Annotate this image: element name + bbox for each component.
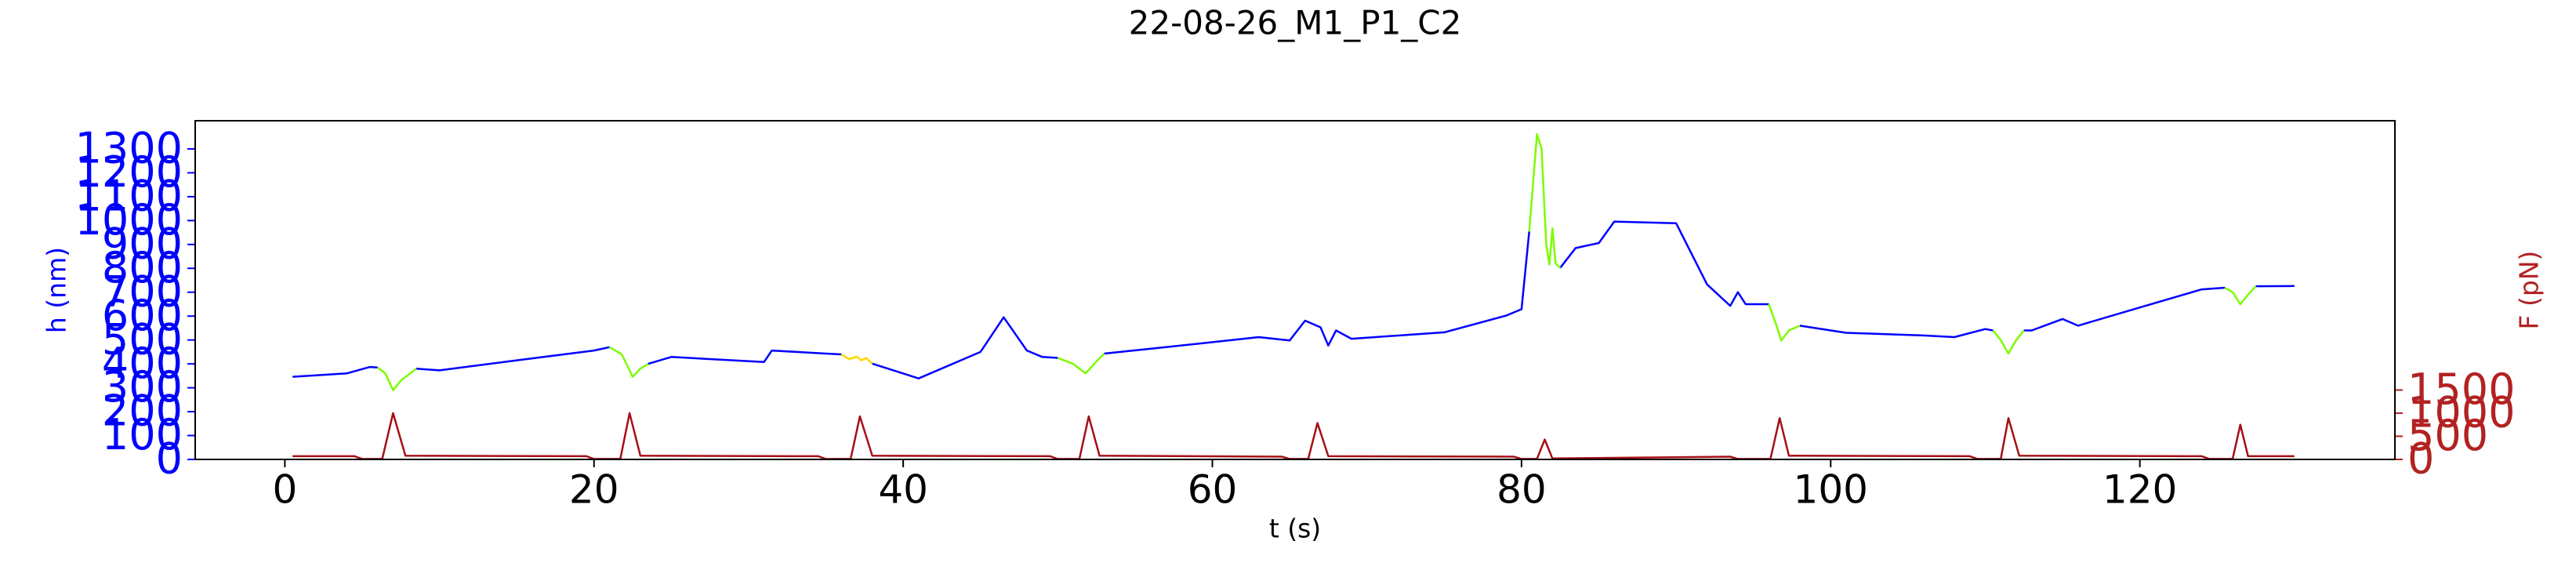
y2-axis-label: F (pN) xyxy=(2514,251,2545,330)
x-tick-label: 20 xyxy=(569,467,619,513)
y-tick-label: 500 xyxy=(102,314,183,364)
y-tick-label: 800 xyxy=(102,243,183,292)
data-line xyxy=(292,412,2295,460)
x-tick-label: 60 xyxy=(1188,467,1238,513)
y-tick-label: 1300 xyxy=(75,124,183,173)
data-line xyxy=(840,353,873,365)
y-tick-label: 1100 xyxy=(75,172,183,221)
y-axis-label: h (nm) xyxy=(42,247,72,333)
y-tick-label: 700 xyxy=(102,267,183,316)
x-tick-label: 100 xyxy=(1794,467,1868,513)
y2-tick-label: 1500 xyxy=(2407,365,2515,414)
x-tick-label: 80 xyxy=(1497,467,1547,513)
data-line xyxy=(292,220,2295,379)
x-tick-label: 120 xyxy=(2103,467,2177,513)
y2-tick-label: 0 xyxy=(2407,434,2434,484)
data-line xyxy=(376,132,2257,391)
y-tick-label: 300 xyxy=(102,362,183,412)
x-tick-label: 40 xyxy=(878,467,928,513)
y-tick-label: 400 xyxy=(102,339,183,388)
chart-title: 22-08-26_M1_P1_C2 xyxy=(1129,4,1462,42)
y-tick-label: 200 xyxy=(102,387,183,436)
x-axis-label: t (s) xyxy=(1269,514,1321,544)
y-tick-label: 600 xyxy=(102,291,183,340)
y2-tick-label: 500 xyxy=(2407,411,2488,460)
y-tick-label: 1000 xyxy=(75,195,183,245)
x-tick-label: 0 xyxy=(272,467,297,513)
plot-frame xyxy=(194,120,2396,460)
y-tick-label: 100 xyxy=(102,410,183,459)
y-tick-label: 0 xyxy=(156,434,183,484)
y2-tick-label: 1000 xyxy=(2407,388,2515,437)
y-tick-label: 1200 xyxy=(75,147,183,197)
y-tick-label: 900 xyxy=(102,219,183,268)
